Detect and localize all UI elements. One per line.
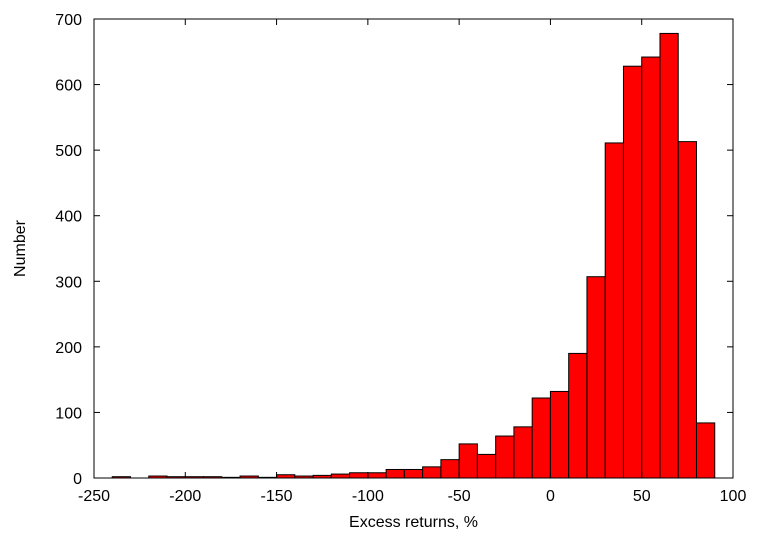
x-tick-label: 0 bbox=[546, 488, 555, 505]
histogram-bar bbox=[349, 472, 369, 479]
x-tick-label: -50 bbox=[448, 488, 471, 505]
histogram-bar bbox=[659, 32, 679, 479]
x-tick-label: 50 bbox=[633, 488, 651, 505]
x-tick-label: 100 bbox=[720, 488, 747, 505]
x-tick-label: -150 bbox=[261, 488, 293, 505]
histogram-bar bbox=[531, 397, 551, 479]
histogram-bar bbox=[641, 56, 661, 479]
y-tick-label: 500 bbox=[55, 143, 82, 160]
x-axis-label: Excess returns, % bbox=[349, 514, 478, 531]
histogram-bar bbox=[586, 276, 606, 479]
y-tick-label: 0 bbox=[73, 471, 82, 488]
histogram-bar bbox=[568, 352, 588, 479]
y-tick-label: 100 bbox=[55, 405, 82, 422]
x-tick-label: -200 bbox=[169, 488, 201, 505]
histogram-bar bbox=[513, 426, 533, 479]
y-tick-label: 300 bbox=[55, 274, 82, 291]
y-axis-label: Number bbox=[12, 219, 29, 277]
histogram-bar bbox=[622, 65, 643, 479]
histogram-bar bbox=[458, 443, 478, 479]
histogram-bar bbox=[440, 459, 460, 479]
plot-frame bbox=[93, 18, 734, 479]
ticks-layer bbox=[93, 18, 734, 479]
x-tick-label: -250 bbox=[78, 488, 110, 505]
y-tick-label: 600 bbox=[55, 78, 82, 95]
histogram-bar bbox=[604, 142, 624, 479]
histogram-bar bbox=[476, 453, 497, 479]
histogram-bar bbox=[495, 435, 515, 479]
histogram-bar bbox=[422, 466, 442, 479]
histogram-bar bbox=[549, 390, 570, 479]
y-tick-label: 700 bbox=[55, 12, 82, 29]
histogram-bar bbox=[695, 422, 716, 479]
histogram-bar bbox=[367, 472, 387, 479]
histogram-bar bbox=[403, 468, 424, 479]
histogram-bar bbox=[677, 141, 697, 479]
x-tick-label: -100 bbox=[352, 488, 384, 505]
y-tick-label: 200 bbox=[55, 340, 82, 357]
tick-labels-layer: -250 -200 -150 -100 -50 0 50 100 0 100 200 300 400 50… bbox=[55, 12, 746, 505]
y-tick-label: 400 bbox=[55, 209, 82, 226]
histogram-bar bbox=[330, 473, 351, 479]
bars-layer bbox=[111, 32, 716, 479]
histogram-bar bbox=[385, 468, 405, 479]
